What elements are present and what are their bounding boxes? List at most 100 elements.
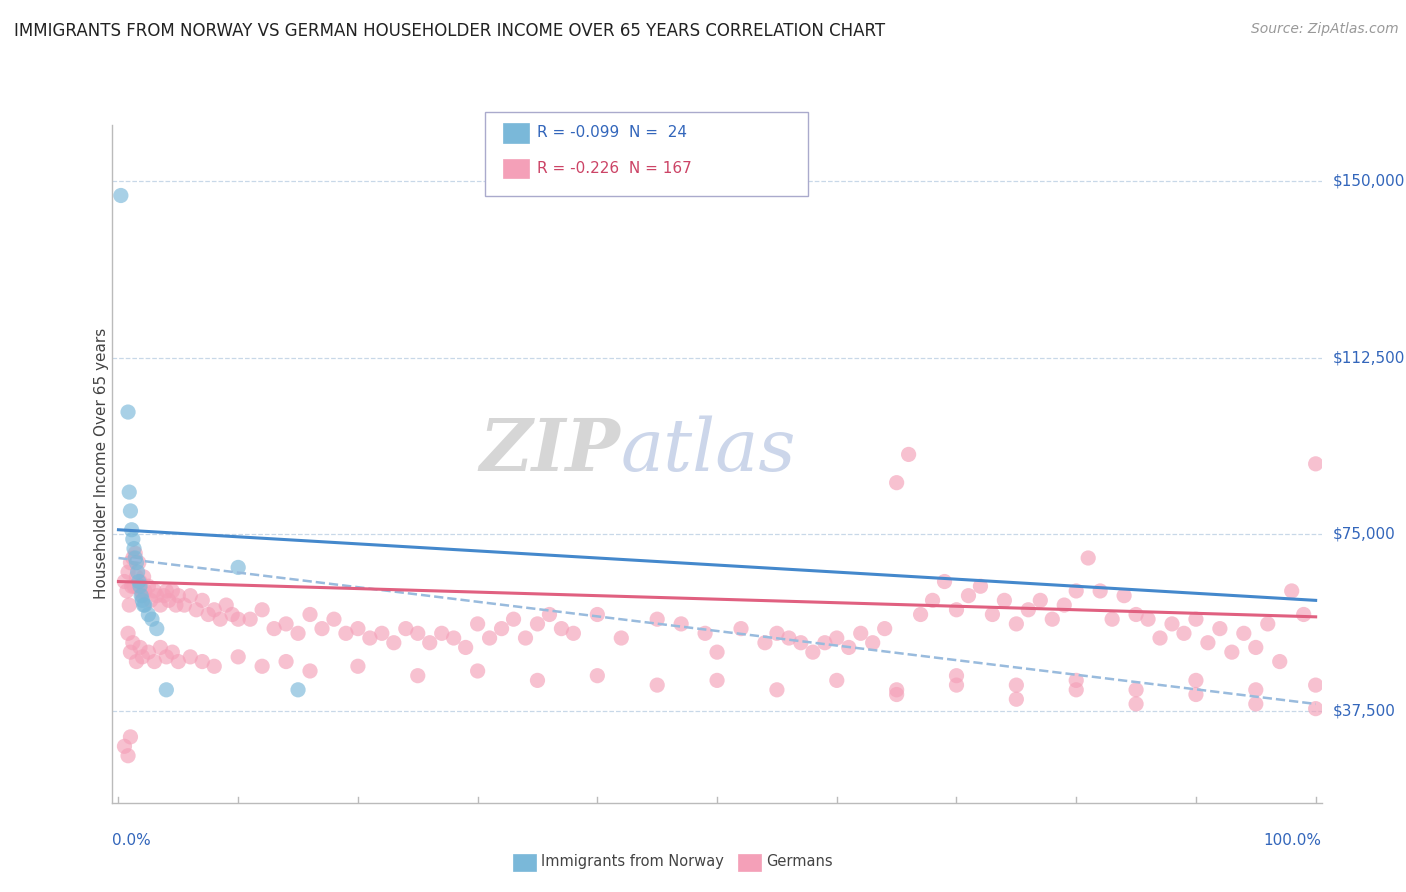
- Point: [117, 565, 139, 579]
- Point: [124, 551, 146, 566]
- Point: [146, 622, 169, 636]
- Point: [131, 649, 153, 664]
- Point: [149, 598, 172, 612]
- Point: [1040, 612, 1063, 626]
- Point: [1064, 584, 1087, 599]
- Point: [502, 612, 524, 626]
- Point: [645, 678, 668, 692]
- Point: [526, 616, 548, 631]
- Point: [371, 626, 394, 640]
- Point: [1114, 589, 1136, 603]
- Point: [143, 584, 166, 599]
- Point: [221, 607, 243, 622]
- Point: [155, 584, 177, 599]
- Point: [610, 631, 633, 645]
- Point: [335, 626, 357, 640]
- Point: [478, 631, 501, 645]
- Point: [1281, 584, 1303, 599]
- Text: IMMIGRANTS FROM NORWAY VS GERMAN HOUSEHOLDER INCOME OVER 65 YEARS CORRELATION CH: IMMIGRANTS FROM NORWAY VS GERMAN HOUSEHO…: [14, 22, 886, 40]
- Point: [1244, 682, 1267, 697]
- Point: [766, 682, 789, 697]
- Point: [311, 622, 333, 636]
- Point: [838, 640, 860, 655]
- Point: [550, 622, 572, 636]
- Point: [766, 626, 789, 640]
- Point: [1029, 593, 1052, 607]
- Point: [886, 475, 908, 490]
- Point: [1137, 612, 1160, 626]
- Point: [406, 669, 429, 683]
- Point: [120, 645, 142, 659]
- Point: [897, 447, 920, 461]
- Point: [141, 612, 163, 626]
- Point: [131, 589, 153, 603]
- Point: [886, 682, 908, 697]
- Point: [129, 574, 152, 589]
- Point: [1064, 682, 1087, 697]
- Point: [706, 645, 728, 659]
- Point: [143, 655, 166, 669]
- Point: [120, 730, 142, 744]
- Point: [118, 598, 141, 612]
- Text: Source: ZipAtlas.com: Source: ZipAtlas.com: [1251, 22, 1399, 37]
- Point: [115, 584, 138, 599]
- Text: $150,000: $150,000: [1333, 174, 1405, 189]
- Point: [993, 593, 1015, 607]
- Point: [287, 626, 309, 640]
- Point: [347, 659, 370, 673]
- Point: [191, 593, 214, 607]
- Point: [1125, 607, 1147, 622]
- Point: [121, 579, 143, 593]
- Point: [202, 659, 225, 673]
- Point: [121, 551, 143, 566]
- Text: 0.0%: 0.0%: [112, 833, 152, 848]
- Point: [1088, 584, 1111, 599]
- Point: [146, 589, 169, 603]
- Point: [226, 649, 249, 664]
- Point: [263, 622, 285, 636]
- Point: [209, 612, 232, 626]
- Point: [406, 626, 429, 640]
- Text: 100.0%: 100.0%: [1264, 833, 1322, 848]
- Point: [122, 579, 145, 593]
- Point: [124, 546, 146, 560]
- Point: [862, 636, 884, 650]
- Point: [849, 626, 872, 640]
- Point: [454, 640, 477, 655]
- Point: [179, 649, 201, 664]
- Point: [125, 570, 148, 584]
- Point: [202, 603, 225, 617]
- Point: [125, 655, 148, 669]
- Point: [127, 579, 149, 593]
- Point: [467, 664, 489, 678]
- Point: [1305, 678, 1327, 692]
- Point: [1244, 697, 1267, 711]
- Point: [706, 673, 728, 688]
- Point: [138, 645, 160, 659]
- Point: [125, 556, 148, 570]
- Point: [127, 565, 149, 579]
- Point: [382, 636, 405, 650]
- Point: [359, 631, 381, 645]
- Text: R = -0.099  N =  24: R = -0.099 N = 24: [537, 126, 688, 140]
- Point: [1197, 636, 1219, 650]
- Point: [395, 622, 418, 636]
- Point: [165, 598, 187, 612]
- Point: [645, 612, 668, 626]
- Point: [117, 626, 139, 640]
- Point: [347, 622, 370, 636]
- Point: [969, 579, 991, 593]
- Point: [114, 574, 136, 589]
- Point: [1257, 616, 1279, 631]
- Point: [693, 626, 716, 640]
- Point: [1268, 655, 1291, 669]
- Point: [1064, 673, 1087, 688]
- Point: [1220, 645, 1243, 659]
- Point: [1173, 626, 1195, 640]
- Point: [132, 570, 155, 584]
- Point: [1305, 457, 1327, 471]
- Point: [186, 603, 208, 617]
- Point: [754, 636, 776, 650]
- Point: [153, 589, 176, 603]
- Point: [1005, 678, 1028, 692]
